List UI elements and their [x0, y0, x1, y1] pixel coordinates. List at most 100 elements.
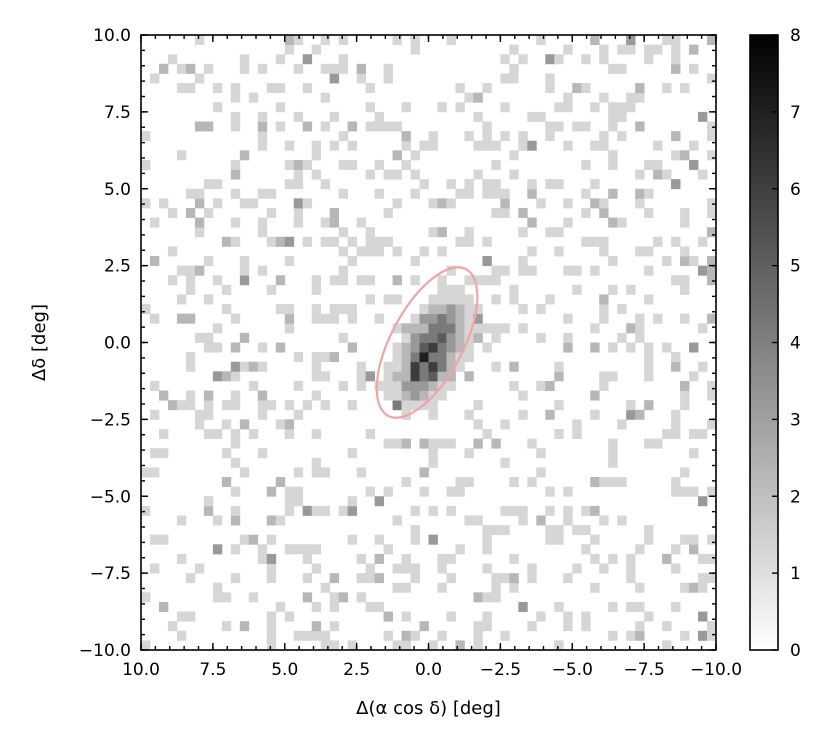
heatmap-cell [365, 236, 375, 247]
heatmap-cell [410, 342, 420, 353]
heatmap-cell [275, 419, 286, 430]
heatmap-cell [194, 198, 205, 209]
colorbar-tick-label: 8 [790, 26, 801, 46]
heatmap-cell [212, 275, 223, 286]
heatmap-cell [419, 467, 429, 478]
heatmap-cell [257, 553, 268, 564]
heatmap-cell [599, 131, 609, 142]
heatmap-cell [689, 342, 699, 353]
heatmap-cell [221, 371, 232, 382]
heatmap-cell [680, 467, 690, 478]
heatmap-cell [392, 390, 402, 401]
heatmap-cell [158, 428, 169, 439]
heatmap-cell [212, 342, 223, 353]
heatmap-cell [347, 534, 358, 545]
heatmap-cell [320, 121, 331, 132]
heatmap-cell [707, 150, 717, 161]
heatmap-cell [383, 121, 393, 132]
heatmap-cell [203, 179, 214, 190]
heatmap-cell [671, 601, 681, 612]
heatmap-cell [644, 352, 654, 363]
heatmap-cell [437, 246, 447, 257]
heatmap-cell [707, 534, 717, 545]
heatmap-cell [203, 342, 214, 353]
heatmap-cell [680, 83, 690, 94]
heatmap-cell [329, 304, 340, 315]
heatmap-cell [221, 448, 232, 459]
heatmap-cell [230, 111, 241, 122]
heatmap-cell [554, 371, 564, 382]
heatmap-cell [482, 121, 492, 132]
selection-ellipse [375, 266, 479, 419]
heatmap-cell [338, 246, 349, 257]
heatmap-cell [491, 188, 501, 199]
heatmap-cell [608, 284, 618, 295]
heatmap-cell [608, 553, 618, 564]
heatmap-cell [590, 198, 600, 209]
heatmap-cell [293, 496, 304, 507]
heatmap-cell [707, 121, 717, 132]
heatmap-cell [437, 352, 447, 363]
heatmap-cell [446, 179, 456, 190]
heatmap-cell [518, 323, 528, 334]
heatmap-cell [392, 169, 402, 180]
heatmap-cell [617, 44, 627, 55]
heatmap-cell [320, 582, 331, 593]
heatmap-cell [482, 179, 492, 190]
heatmap-cell [617, 477, 627, 488]
heatmap-cell [365, 169, 375, 180]
heatmap-cell [446, 265, 456, 276]
heatmap-cell [671, 275, 681, 286]
heatmap-cell [518, 505, 528, 516]
heatmap-cell [581, 121, 591, 132]
heatmap-cell [491, 361, 501, 372]
heatmap-cell [149, 217, 160, 228]
heatmap-cell [626, 563, 636, 574]
heatmap-cell [581, 544, 591, 555]
heatmap-cell [284, 313, 295, 324]
heatmap-cell [518, 256, 528, 267]
heatmap-cell [212, 102, 223, 113]
heatmap-cell [680, 275, 690, 286]
heatmap-cell [392, 121, 402, 132]
heatmap-cell [545, 131, 555, 142]
heatmap-cell [455, 361, 465, 372]
heatmap-cell [194, 227, 205, 238]
heatmap-cell [437, 227, 447, 238]
heatmap-cell [167, 621, 178, 632]
heatmap-cell [698, 236, 708, 247]
x-tick-label: −5.0 [552, 660, 593, 680]
heatmap-cell [392, 361, 402, 372]
heatmap-cell [284, 236, 295, 247]
heatmap-cell [662, 342, 672, 353]
heatmap-cell [311, 544, 322, 555]
heatmap-cell [464, 236, 474, 247]
heatmap-cell [437, 332, 447, 343]
heatmap-cell [428, 313, 438, 324]
heatmap-cell [401, 371, 411, 382]
heatmap-cell [644, 246, 654, 257]
heatmap-cell [320, 505, 331, 516]
heatmap-cell [221, 236, 232, 247]
heatmap-cell [149, 534, 160, 545]
heatmap-cell [527, 573, 537, 584]
heatmap-cell [653, 44, 663, 55]
heatmap-cell [311, 371, 322, 382]
heatmap-cell [374, 496, 384, 507]
heatmap-cell [284, 400, 295, 411]
heatmap-cell [680, 256, 690, 267]
heatmap-cell [590, 477, 600, 488]
heatmap-cell [536, 35, 546, 46]
heatmap-cell [302, 121, 313, 132]
heatmap-cell [392, 582, 402, 593]
heatmap-cell [563, 265, 573, 276]
heatmap-cell [374, 121, 384, 132]
heatmap-cell [356, 361, 367, 372]
heatmap-cell [239, 467, 250, 478]
heatmap-cell [536, 332, 546, 343]
heatmap-cell [293, 380, 304, 391]
heatmap-cell [653, 159, 663, 170]
heatmap-cell [230, 121, 241, 132]
heatmap-cell [635, 83, 645, 94]
